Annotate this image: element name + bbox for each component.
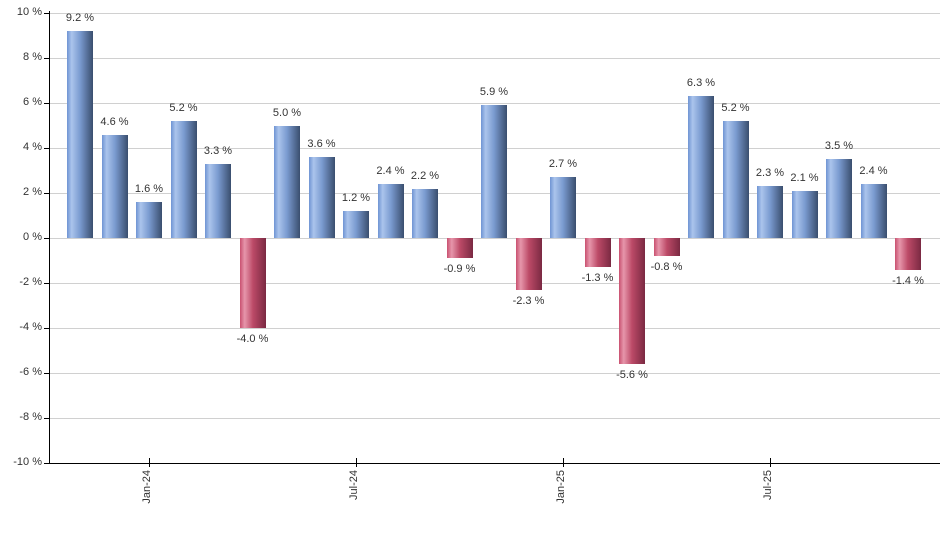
y-axis-tick-label: -8 % [19,411,42,423]
bar-negative [653,238,680,256]
bar-value-label: -0.9 % [443,263,476,276]
x-axis-tick-label: Jul-24 [348,470,360,500]
y-axis-tick-label: -10 % [13,456,42,468]
bar-positive [205,163,231,238]
y-axis-tick-label: 0 % [23,231,42,243]
x-axis-tick [770,458,771,467]
bar-value-label: 4.6 % [100,115,129,128]
bar-positive [101,134,128,238]
bar-value-label: 6.3 % [686,77,716,90]
bar-positive [308,157,335,238]
gridline [49,283,940,284]
x-axis-tick [563,458,564,467]
bar-value-label: 2.7 % [548,158,578,171]
bar-positive [688,96,714,238]
y-axis-tick [44,103,49,104]
bar-positive [860,184,887,238]
bar-value-label: 5.2 % [721,102,750,114]
y-axis-tick-label: 2 % [23,186,42,198]
bar-value-label: 1.6 % [134,183,164,195]
y-axis-tick [44,238,49,239]
bar-value-label: 2.3 % [755,167,785,180]
y-axis-tick-label: 6 % [23,96,42,108]
bar-value-label: 5.9 % [479,86,509,99]
gridline [49,418,940,419]
bar-positive [481,105,507,238]
bar-positive [343,211,369,238]
gridline [49,58,940,59]
bar-value-label: 1.2 % [341,192,371,204]
y-axis-tick-label: -6 % [19,366,42,378]
x-axis-tick-label: Jul-25 [762,470,774,500]
gridline [49,103,940,104]
y-axis-tick-label: 8 % [23,51,42,63]
x-axis-tick-label: Jan-24 [141,470,153,504]
bar-positive [274,125,300,238]
bar-negative [895,238,921,270]
bar-positive [377,184,404,238]
bar-value-label: 3.6 % [307,138,336,150]
y-axis-tick [44,463,49,464]
bar-value-label: 2.1 % [790,171,819,184]
bar-negative [515,238,542,290]
y-axis-tick-label: 10 % [16,6,42,18]
y-axis-tick [44,328,49,329]
y-axis-tick-label: -2 % [19,276,42,288]
x-axis-tick-label: Jan-25 [555,470,567,504]
y-axis-tick [44,58,49,59]
bar-value-label: -1.4 % [892,274,924,287]
bar-negative [446,238,473,259]
x-axis-line [49,463,940,464]
gridline [49,13,940,14]
x-axis-tick [149,458,150,467]
bar-value-label: 2.2 % [410,169,440,182]
y-axis-tick-label: 4 % [23,141,42,153]
bar-value-label: -1.3 % [581,272,614,285]
bar-value-label: 3.3 % [203,144,233,157]
y-axis-tick [44,13,49,14]
bar-negative [619,238,645,364]
gridline [49,238,940,239]
bar-positive [722,121,749,238]
bar-negative [584,238,611,268]
bar-positive [550,177,576,238]
bar-value-label: 2.4 % [376,165,405,177]
bar-positive [67,31,93,238]
bar-value-label: -5.6 % [616,369,648,381]
bar-value-label: -0.8 % [650,261,683,273]
y-axis-tick [44,373,49,374]
x-axis-tick [356,458,357,467]
y-axis-tick [44,148,49,149]
y-axis-tick-label: -4 % [19,321,42,333]
y-axis-tick [44,418,49,419]
bar-negative [239,238,266,328]
bar-value-label: 9.2 % [65,12,95,24]
bar-positive [170,121,197,238]
y-axis-line [49,11,50,464]
bar-value-label: 5.0 % [272,106,302,119]
bar-positive [791,190,818,238]
bar-value-label: 2.4 % [859,165,888,177]
bar-positive [826,159,852,238]
gridline [49,328,940,329]
y-axis-tick [44,283,49,284]
bar-value-label: 5.2 % [169,102,198,114]
y-axis-tick [44,193,49,194]
bar-value-label: -4.0 % [236,333,269,345]
gridline [49,373,940,374]
bar-value-label: 3.5 % [824,140,854,153]
bar-positive [757,186,783,238]
bar-positive [136,202,162,238]
bar-value-label: -2.3 % [512,294,545,307]
bar-positive [412,188,438,238]
